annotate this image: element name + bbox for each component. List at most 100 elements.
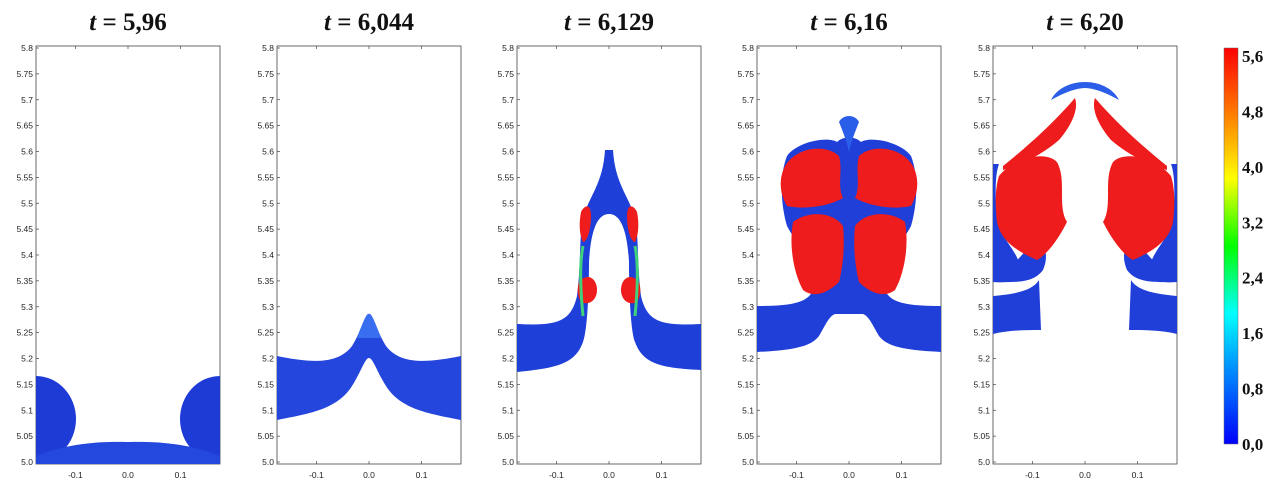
panel-title: t = 6,16 <box>810 9 887 36</box>
y-tick-label: 5.35 <box>257 276 274 286</box>
y-tick-label: 5.6 <box>742 147 754 157</box>
panel-4-red-upper-right <box>855 148 918 208</box>
colorbar-label: 1,6 <box>1242 324 1263 343</box>
y-tick-label: 5.0 <box>502 457 514 467</box>
colorbar-gradient <box>1223 47 1239 445</box>
y-tick-label: 5.8 <box>502 43 514 53</box>
y-tick-label: 5.35 <box>973 276 990 286</box>
panel-title: t = 6,20 <box>1046 9 1123 36</box>
y-tick-label: 5.1 <box>502 405 514 415</box>
y-tick-label: 5.8 <box>21 43 33 53</box>
y-tick-label: 5.3 <box>742 302 754 312</box>
y-tick-label: 5.75 <box>16 69 33 79</box>
y-tick-label: 5.25 <box>497 328 514 338</box>
panel-1-film <box>36 441 220 464</box>
panel-title-var: t <box>1046 9 1054 36</box>
panel-title-value: = 6,129 <box>571 9 654 36</box>
x-tick-label: 0.1 <box>896 470 908 480</box>
y-tick-label: 5.4 <box>742 250 754 260</box>
y-tick-label: 5.05 <box>257 431 274 441</box>
y-tick-label: 5.15 <box>497 379 514 389</box>
panel-2-field <box>277 313 461 420</box>
x-tick-label: -0.1 <box>549 470 564 480</box>
y-tick-label: 5.1 <box>742 405 754 415</box>
x-tick-label: -0.1 <box>68 470 83 480</box>
colorbar: 5,6 4,8 4,0 3,2 2,4 1,6 0,8 0,0 <box>1223 47 1264 454</box>
y-tick-label: 5.55 <box>737 172 754 182</box>
panel-4: t = 6,16 5.8 5.75 5.7 5.65 5.6 5.55 5.5 5.45 5.4 5… <box>737 9 942 480</box>
panel-5-bottom-right <box>1129 280 1177 334</box>
y-tick-label: 5.0 <box>742 457 754 467</box>
y-tick-label: 5.5 <box>502 198 514 208</box>
y-tick-label: 5.5 <box>978 198 990 208</box>
y-tick-label: 5.45 <box>257 224 274 234</box>
panel-2-wave <box>277 313 461 420</box>
y-tick-label: 5.0 <box>978 457 990 467</box>
panel-3: t = 6,129 5.8 5.75 5.7 5.65 5.6 5.55 5.5 5.45 5.4… <box>497 9 702 480</box>
y-tick-label: 5.6 <box>502 147 514 157</box>
y-tick-label: 5.15 <box>973 379 990 389</box>
y-tick-label: 5.7 <box>262 95 274 105</box>
x-tick-label: 0.0 <box>122 470 134 480</box>
panel-4-field <box>757 116 941 352</box>
colorbar-label: 4,8 <box>1242 102 1263 121</box>
y-tick-label: 5.05 <box>16 431 33 441</box>
y-tick-label: 5.45 <box>16 224 33 234</box>
plot-frame <box>992 45 1178 465</box>
y-tick-label: 5.75 <box>497 69 514 79</box>
colorbar-label: 0,0 <box>1242 435 1263 454</box>
panel-4-red-lower-right <box>854 214 907 295</box>
y-tick-label: 5.55 <box>973 172 990 182</box>
panel-title-value: = 5,96 <box>96 9 167 36</box>
y-tick-label: 5.45 <box>973 224 990 234</box>
y-tick-label: 5.55 <box>257 172 274 182</box>
x-tick-label: 0.1 <box>175 470 187 480</box>
panel-title: t = 6,129 <box>564 9 654 36</box>
panel-5-top-cap <box>1051 82 1119 100</box>
y-tick-label: 5.6 <box>262 147 274 157</box>
y-tick-label: 5.15 <box>16 379 33 389</box>
y-tick-label: 5.1 <box>262 405 274 415</box>
y-tick-label: 5.0 <box>21 457 33 467</box>
x-tick-label: -0.1 <box>1025 470 1040 480</box>
y-tick-label: 5.5 <box>262 198 274 208</box>
panel-4-red-lower-left <box>791 214 844 295</box>
panel-4-top-tip <box>839 116 859 152</box>
panel-title-value: = 6,044 <box>331 9 414 36</box>
y-tick-label: 5.45 <box>737 224 754 234</box>
y-tick-label: 5.75 <box>973 69 990 79</box>
panel-5-red-right <box>1103 156 1175 260</box>
x-tick-label: 0.1 <box>656 470 668 480</box>
y-tick-label: 5.75 <box>737 69 754 79</box>
y-tick-label: 5.2 <box>742 354 754 364</box>
panel-3-hot-upper-left <box>579 206 591 242</box>
y-tick-label: 5.7 <box>742 95 754 105</box>
panel-3-transition-edge <box>579 245 639 317</box>
panel-title-var: t <box>89 9 97 36</box>
y-tick-label: 5.3 <box>262 302 274 312</box>
y-tick-label: 5.7 <box>21 95 33 105</box>
y-tick-label: 5.65 <box>257 121 274 131</box>
y-tick-label: 5.1 <box>21 405 33 415</box>
panel-1-right-cap <box>180 376 220 462</box>
colorbar-label: 3,2 <box>1242 213 1263 232</box>
panel-5-red-arm-left <box>1003 98 1077 170</box>
panel-title-value: = 6,20 <box>1053 9 1124 36</box>
y-tick-label: 5.2 <box>262 354 274 364</box>
panel-2: t = 6,044 5.8 5.75 5.7 5.65 5.6 5.55 5.5 5.45 5.4… <box>257 9 462 480</box>
y-tick-label: 5.15 <box>257 379 274 389</box>
y-tick-label: 5.2 <box>502 354 514 364</box>
y-tick-label: 5.05 <box>497 431 514 441</box>
colorbar-label: 5,6 <box>1242 47 1263 66</box>
panel-5-red-arm-right <box>1093 98 1167 170</box>
y-tick-label: 5.5 <box>742 198 754 208</box>
panel-1-left-cap <box>36 376 76 462</box>
panel-5-bottom-left <box>993 280 1041 334</box>
x-tick-label: 0.0 <box>843 470 855 480</box>
y-tick-label: 5.35 <box>497 276 514 286</box>
field-shapes <box>36 82 1177 464</box>
y-tick-label: 5.65 <box>737 121 754 131</box>
panel-title: t = 5,96 <box>89 9 166 36</box>
y-tick-label: 5.7 <box>502 95 514 105</box>
